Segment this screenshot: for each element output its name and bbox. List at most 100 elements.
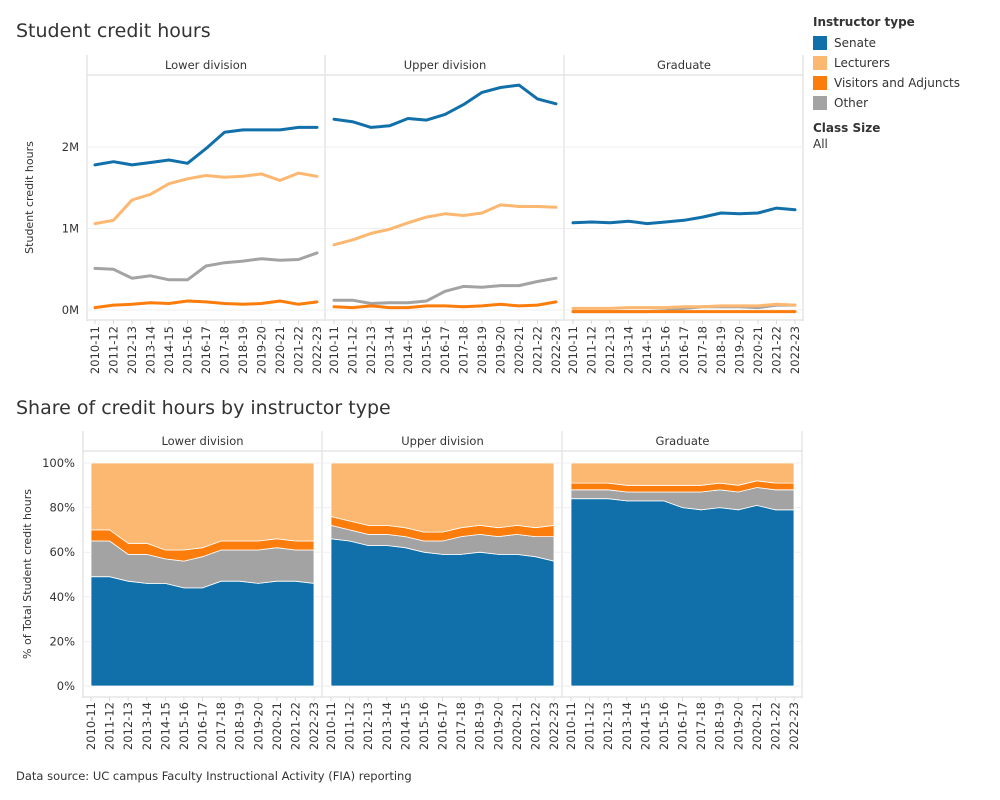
area-y-tick-label: 100% [42, 456, 75, 470]
legend-label: Senate [834, 36, 877, 50]
x-tick-label: 2014-15 [162, 326, 176, 374]
x-tick-label: 2011-12 [343, 702, 357, 750]
area-y-tick-label: 80% [49, 501, 75, 515]
x-tick-label: 2018-19 [236, 326, 250, 374]
x-tick-label: 2021-22 [292, 326, 306, 374]
x-tick-label: 2017-18 [218, 326, 232, 374]
x-tick-label: 2012-13 [603, 326, 617, 374]
x-tick-label: 2022-23 [788, 326, 802, 374]
x-tick-label: 2013-14 [144, 326, 158, 374]
x-tick-label: 2018-19 [714, 326, 728, 374]
x-tick-label: 2016-17 [436, 702, 450, 750]
x-tick-label: 2016-17 [677, 326, 691, 374]
x-tick-label: 2010-11 [84, 702, 98, 750]
x-tick-label: 2020-21 [270, 702, 284, 750]
legend-title: Instructor type [813, 15, 915, 29]
x-tick-label: 2010-11 [566, 326, 580, 374]
x-tick-label: 2022-23 [787, 702, 801, 750]
x-tick-label: 2022-23 [549, 326, 563, 374]
x-tick-label: 2020-21 [510, 702, 524, 750]
x-tick-label: 2019-20 [255, 326, 269, 374]
x-tick-label: 2014-15 [398, 702, 412, 750]
legend-item-lecturers[interactable]: Lecturers [813, 53, 998, 73]
x-tick-label: 2012-13 [361, 702, 375, 750]
x-tick-label: 2014-15 [401, 326, 415, 374]
x-tick-label: 2017-18 [457, 326, 471, 374]
x-tick-label: 2016-17 [199, 326, 213, 374]
x-tick-label: 2021-22 [770, 326, 784, 374]
x-tick-label: 2021-22 [531, 326, 545, 374]
area-chart-title: Share of credit hours by instructor type [16, 397, 391, 419]
legend: Instructor type Senate Lecturers Visitors … [813, 15, 998, 151]
panel-header-label: Upper division [404, 58, 486, 72]
line-panel-graduate: Graduate 2010-11 2011-12 2012-13 2013-14 2014… [565, 55, 804, 374]
legend-label: Lecturers [834, 56, 891, 70]
line-series-lower-division-other [93, 251, 319, 282]
legend-label: Visitors and Adjuncts [834, 76, 961, 90]
legend-items: Senate Lecturers Visitors and Adjuncts Othe… [813, 33, 998, 113]
line-panel-lower-division: Lower division 2010-11 2011-12 2012-13 2013-… [87, 55, 326, 374]
legend-item-senate[interactable]: Senate [813, 33, 998, 53]
x-tick-label: 2021-22 [768, 702, 782, 750]
line-y-tick-label: 0M [62, 303, 79, 317]
legend-label: Other [834, 96, 869, 110]
legend-swatch [813, 76, 827, 90]
x-tick-label: 2013-14 [383, 326, 397, 374]
x-tick-label: 2019-20 [733, 326, 747, 374]
x-tick-label: 2015-16 [181, 326, 195, 374]
x-tick-label: 2018-19 [713, 702, 727, 750]
class-size-filter-title: Class Size [813, 121, 881, 135]
x-tick-label: 2011-12 [107, 326, 121, 374]
x-tick-label: 2017-18 [694, 702, 708, 750]
x-tick-label: 2020-21 [751, 326, 765, 374]
x-tick-label: 2012-13 [601, 702, 615, 750]
area-y-tick-label: 60% [49, 545, 75, 559]
x-tick-label: 2015-16 [657, 702, 671, 750]
area-series-upper-division-lecturers [330, 462, 555, 533]
panel-header-label: Upper division [401, 434, 483, 448]
x-tick-label: 2022-23 [310, 326, 324, 374]
x-tick-label: 2013-14 [620, 702, 634, 750]
x-tick-label: 2014-15 [640, 326, 654, 374]
legend-item-other[interactable]: Other [813, 93, 998, 113]
x-tick-label: 2016-17 [438, 326, 452, 374]
x-tick-label: 2014-15 [638, 702, 652, 750]
panel-header-label: Lower division [161, 434, 243, 448]
x-tick-label: 2015-16 [177, 702, 191, 750]
line-y-tick-label: 2M [62, 140, 79, 154]
x-tick-label: 2012-13 [121, 702, 135, 750]
panel-header-label: Graduate [657, 58, 711, 72]
x-tick-label: 2020-21 [750, 702, 764, 750]
line-series-lower-division-senate [93, 125, 319, 167]
line-y-axis-label: Student credit hours [23, 141, 36, 254]
x-tick-label: 2011-12 [346, 326, 360, 374]
x-tick-label: 2019-20 [731, 702, 745, 750]
x-tick-label: 2015-16 [417, 702, 431, 750]
line-series-lower-division-visitors-and-adjuncts [93, 299, 319, 310]
x-tick-label: 2019-20 [494, 326, 508, 374]
panel-header-label: Graduate [656, 434, 710, 448]
x-tick-label: 2021-22 [528, 702, 542, 750]
x-tick-label: 2018-19 [233, 702, 247, 750]
x-tick-label: 2017-18 [696, 326, 710, 374]
x-tick-label: 2013-14 [380, 702, 394, 750]
x-tick-label: 2015-16 [420, 326, 434, 374]
line-series-upper-division-lecturers [332, 203, 558, 247]
x-tick-label: 2013-14 [140, 702, 154, 750]
x-tick-label: 2014-15 [158, 702, 172, 750]
area-series-lower-division-senate [90, 576, 315, 687]
x-tick-label: 2011-12 [103, 702, 117, 750]
x-tick-label: 2010-11 [564, 702, 578, 750]
x-tick-label: 2018-19 [473, 702, 487, 750]
area-series-graduate-senate [570, 498, 795, 687]
line-panel-upper-division: Upper division 2010-11 2011-12 2012-13 2013-… [326, 55, 565, 374]
legend-item-visitors-and-adjuncts[interactable]: Visitors and Adjuncts [813, 73, 998, 93]
x-tick-label: 2012-13 [364, 326, 378, 374]
x-tick-label: 2010-11 [324, 702, 338, 750]
x-tick-label: 2020-21 [512, 326, 526, 374]
area-y-axis-label: % of Total Student credit hours [21, 489, 34, 659]
x-tick-label: 2019-20 [251, 702, 265, 750]
class-size-filter-value[interactable]: All [813, 137, 828, 151]
